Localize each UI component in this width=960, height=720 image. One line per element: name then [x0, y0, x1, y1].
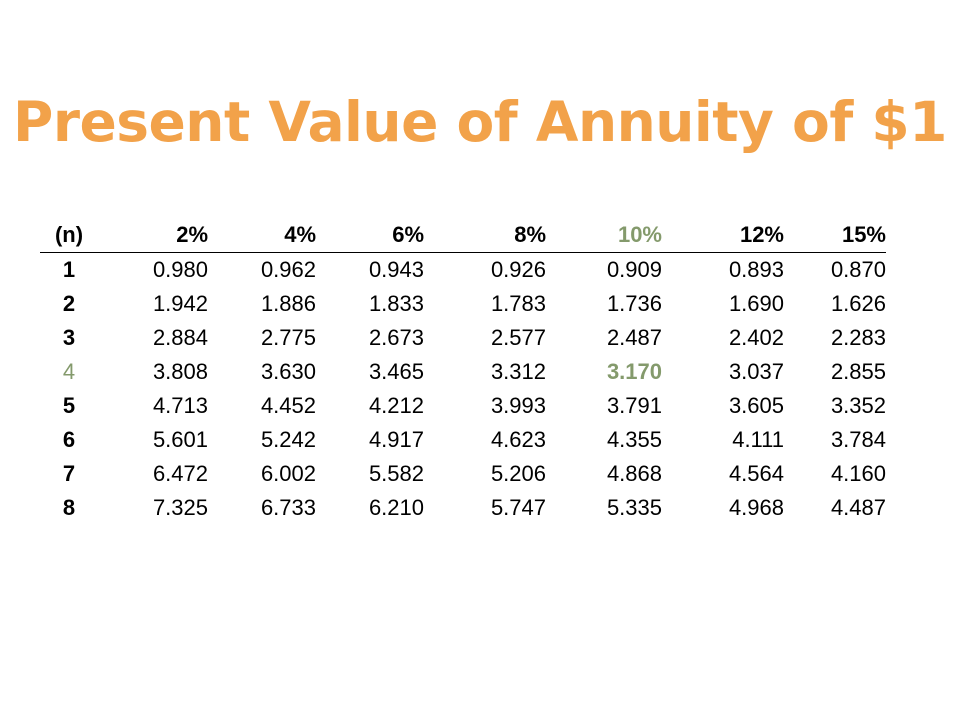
factor-cell: 5.242 [260, 427, 316, 452]
column-header-rate: 15% [784, 218, 886, 253]
factor-cell: 0.893 [728, 257, 784, 282]
factor-cell: 2.884 [152, 325, 208, 350]
factor-cell: 1.690 [728, 291, 784, 316]
table-row: 7 6.472 6.002 5.582 5.206 4.868 4.564 4.160 [40, 457, 886, 491]
factor-cell: 1.736 [606, 291, 662, 316]
factor-cell: 6.472 [152, 461, 208, 486]
period-cell: 1 [62, 257, 76, 282]
factor-cell: 4.212 [368, 393, 424, 418]
factor-cell: 1.626 [830, 291, 886, 316]
factor-cell: 4.355 [606, 427, 662, 452]
table-row: 6 5.601 5.242 4.917 4.623 4.355 4.111 3.784 [40, 423, 886, 457]
factor-cell: 6.210 [368, 495, 424, 520]
period-cell: 8 [62, 495, 76, 520]
factor-cell: 2.487 [606, 325, 662, 350]
factor-cell: 4.917 [368, 427, 424, 452]
factor-cell: 2.673 [368, 325, 424, 350]
factor-cell: 2.402 [728, 325, 784, 350]
factor-cell: 4.111 [732, 427, 784, 452]
factor-cell: 0.962 [260, 257, 316, 282]
factor-cell: 3.037 [728, 359, 784, 384]
factor-cell: 3.605 [728, 393, 784, 418]
present-value-annuity-table: (n) 2% 4% 6% 8% 10% 12% 15% 1 0.980 0.962 0.943 0.9… [40, 218, 886, 525]
factor-cell: 4.160 [830, 461, 886, 486]
period-cell: 4 [62, 359, 76, 384]
factor-cell: 2.855 [830, 359, 886, 384]
table-row: 3 2.884 2.775 2.673 2.577 2.487 2.402 2.283 [40, 321, 886, 355]
period-cell: 2 [62, 291, 76, 316]
factor-cell: 1.783 [490, 291, 546, 316]
table-row: 1 0.980 0.962 0.943 0.926 0.909 0.893 0.870 [40, 253, 886, 288]
factor-cell: 4.452 [260, 393, 316, 418]
table-row: 5 4.713 4.452 4.212 3.993 3.791 3.605 3.352 [40, 389, 886, 423]
table-row: 4 3.808 3.630 3.465 3.312 3.170 3.037 2.855 [40, 355, 886, 389]
factor-cell: 4.713 [152, 393, 208, 418]
factor-cell: 5.747 [490, 495, 546, 520]
factor-cell: 7.325 [152, 495, 208, 520]
column-header-rate: 12% [662, 218, 784, 253]
factor-cell: 3.784 [830, 427, 886, 452]
column-header-rate: 10% [546, 218, 662, 253]
factor-cell: 3.312 [490, 359, 546, 384]
slide-title: Present Value of Annuity of $1 [13, 90, 947, 154]
factor-cell: 3.630 [260, 359, 316, 384]
factor-cell: 3.352 [830, 393, 886, 418]
factor-cell: 5.582 [368, 461, 424, 486]
factor-cell: 2.283 [830, 325, 886, 350]
factor-cell: 4.868 [606, 461, 662, 486]
factor-cell: 2.577 [490, 325, 546, 350]
factor-cell: 6.002 [260, 461, 316, 486]
factor-cell: 4.487 [830, 495, 886, 520]
factor-cell: 5.335 [606, 495, 662, 520]
period-cell: 7 [62, 461, 76, 486]
factor-cell: 0.943 [368, 257, 424, 282]
table-row: 8 7.325 6.733 6.210 5.747 5.335 4.968 4.487 [40, 491, 886, 525]
column-header-rate: 4% [208, 218, 316, 253]
column-header-rate: 2% [98, 218, 208, 253]
factor-cell: 3.465 [368, 359, 424, 384]
factor-cell: 6.733 [260, 495, 316, 520]
factor-cell: 4.623 [490, 427, 546, 452]
period-cell: 3 [62, 325, 76, 350]
factor-cell: 3.808 [152, 359, 208, 384]
factor-cell: 3.170 [606, 359, 662, 384]
factor-cell: 1.833 [368, 291, 424, 316]
factor-cell: 4.968 [728, 495, 784, 520]
factor-cell: 0.909 [606, 257, 662, 282]
period-cell: 6 [62, 427, 76, 452]
table-body: 1 0.980 0.962 0.943 0.926 0.909 0.893 0.870 2 1.9… [40, 253, 886, 526]
factor-cell: 3.791 [606, 393, 662, 418]
factor-cell: 0.926 [490, 257, 546, 282]
factor-cell: 0.870 [830, 257, 886, 282]
factor-cell: 4.564 [728, 461, 784, 486]
table-row: 2 1.942 1.886 1.833 1.783 1.736 1.690 1.626 [40, 287, 886, 321]
factor-cell: 5.206 [490, 461, 546, 486]
factor-cell: 0.980 [152, 257, 208, 282]
factor-cell: 1.886 [260, 291, 316, 316]
period-cell: 5 [62, 393, 76, 418]
column-header-rate: 6% [316, 218, 424, 253]
factor-cell: 5.601 [152, 427, 208, 452]
factor-cell: 1.942 [152, 291, 208, 316]
column-header-period: (n) [40, 218, 98, 253]
table-header-row: (n) 2% 4% 6% 8% 10% 12% 15% [40, 218, 886, 253]
factor-cell: 2.775 [260, 325, 316, 350]
factor-cell: 3.993 [490, 393, 546, 418]
column-header-rate: 8% [424, 218, 546, 253]
